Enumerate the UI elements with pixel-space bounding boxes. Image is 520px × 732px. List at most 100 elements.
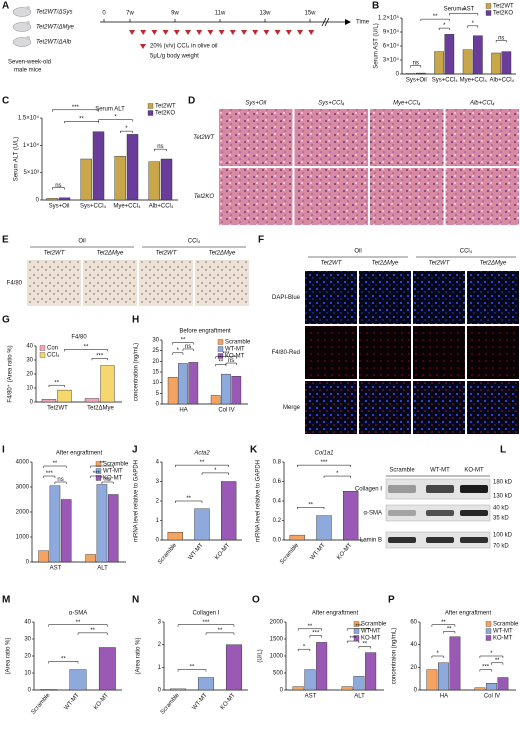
blot-band [388, 510, 416, 516]
group-label: CCl₄ [460, 249, 473, 255]
sig-bracket [410, 65, 422, 68]
micrograph [467, 271, 519, 324]
micrograph [413, 271, 465, 324]
micrograph [305, 271, 357, 324]
y-tick-label: 10 [24, 671, 31, 677]
bar [221, 373, 231, 405]
y-tick-label: 0 [30, 400, 34, 406]
lane-label: Scramble [389, 468, 415, 474]
sig-bracket [64, 349, 108, 352]
caption: male mice [14, 68, 42, 74]
axis-label: Time [356, 20, 370, 26]
legend-swatch [39, 345, 46, 351]
y-tick-label: 3 [158, 620, 162, 626]
bar [194, 508, 210, 541]
panel-letter: N [132, 595, 139, 606]
legend-label: WT-MT [103, 469, 123, 475]
legend-label: KO-MT [493, 636, 513, 642]
micrograph [359, 271, 411, 324]
x-tick-label: WT-MT [309, 542, 326, 561]
x-tick-label: KO-MT [214, 542, 231, 561]
micrograph [219, 168, 293, 225]
sig-label: ** [495, 658, 500, 664]
sig-label: ** [181, 338, 186, 344]
blot-band [426, 510, 454, 516]
sig-label: ** [61, 657, 66, 663]
micrograph [467, 326, 519, 379]
column-label: Sys+CCl₄ [318, 101, 345, 107]
x-tick-label: Mye+CCl₄ [460, 78, 488, 84]
legend-text: 5μL/g body weight [150, 54, 199, 60]
lane-label: KO-MT [464, 468, 484, 474]
legend-swatch [95, 461, 102, 467]
sig-label: ns [498, 35, 504, 41]
bar [38, 550, 49, 563]
bar [107, 494, 119, 563]
sig-label: *** [482, 665, 490, 671]
sig-bracket [467, 25, 479, 28]
blot-band [460, 485, 488, 493]
sig-label: *** [202, 620, 210, 626]
sig-bracket [297, 648, 311, 652]
column-label: Tet2ΔMye [480, 261, 507, 267]
sig-bracket [420, 18, 450, 22]
legend-swatch [353, 628, 360, 634]
sig-label: ns [413, 61, 419, 67]
chart-title: Serum AST [444, 7, 475, 13]
sig-label: *** [320, 460, 328, 466]
y-axis-label: mRNA level relative to GAPDH [134, 460, 140, 542]
sig-bracket [309, 635, 322, 638]
sig-bracket [225, 362, 237, 366]
y-tick-label: 0 [156, 402, 160, 408]
legend-label: KO-MT [361, 636, 381, 642]
sig-label: ** [200, 460, 205, 466]
sig-label: ** [362, 642, 367, 648]
y-tick-label: 6×10⁴ [383, 43, 400, 50]
y-tick-label: 30 [24, 637, 31, 643]
sig-bracket [431, 624, 456, 627]
y-tick-label: 0 [414, 688, 418, 694]
y-tick-label: 3 [156, 479, 160, 485]
bar [231, 376, 242, 405]
injection-marker [162, 30, 169, 35]
injection-marker [308, 30, 315, 35]
bar [304, 669, 316, 691]
legend-marker [140, 44, 146, 49]
timeline-arrow [345, 19, 351, 25]
bar [85, 554, 96, 563]
x-tick-label: AST [50, 566, 62, 572]
x-tick-label: KO-MT [336, 542, 353, 561]
bar [473, 35, 483, 75]
group-label: CCl₄ [188, 239, 201, 245]
group-label: Oil [354, 249, 361, 255]
row-label: F4/80-Red [272, 350, 300, 356]
micrograph [139, 260, 193, 306]
injection-marker [129, 30, 135, 35]
x-tick-label: ALT [354, 694, 365, 700]
y-tick-label: 0 [396, 72, 400, 78]
sig-bracket [495, 40, 507, 43]
sig-label: *** [312, 631, 320, 637]
sig-label: * [214, 468, 217, 474]
bar [41, 399, 57, 403]
sig-bracket [438, 27, 450, 31]
marker-label: 130 kD [493, 494, 513, 500]
bar [167, 532, 184, 541]
timeline-label: 7w [126, 11, 134, 17]
y-tick-label: 0 [26, 560, 30, 566]
sig-label: ns [157, 144, 163, 150]
legend-swatch [485, 621, 492, 627]
row-label: DAPI-Blue [272, 295, 301, 301]
y-tick-label: 0 [36, 198, 40, 204]
column-label: Tet2ΔMye [372, 261, 399, 267]
row-label: Tet2KO [194, 194, 214, 200]
legend-swatch [147, 110, 154, 116]
micrograph [413, 326, 465, 379]
y-axis-label: (Area ratio %) [6, 637, 12, 674]
marker-label: 70 kD [493, 544, 509, 550]
panel-letter: K [250, 445, 258, 456]
bar [462, 49, 473, 75]
y-tick-label: 10 [26, 386, 33, 392]
bar [178, 363, 188, 405]
